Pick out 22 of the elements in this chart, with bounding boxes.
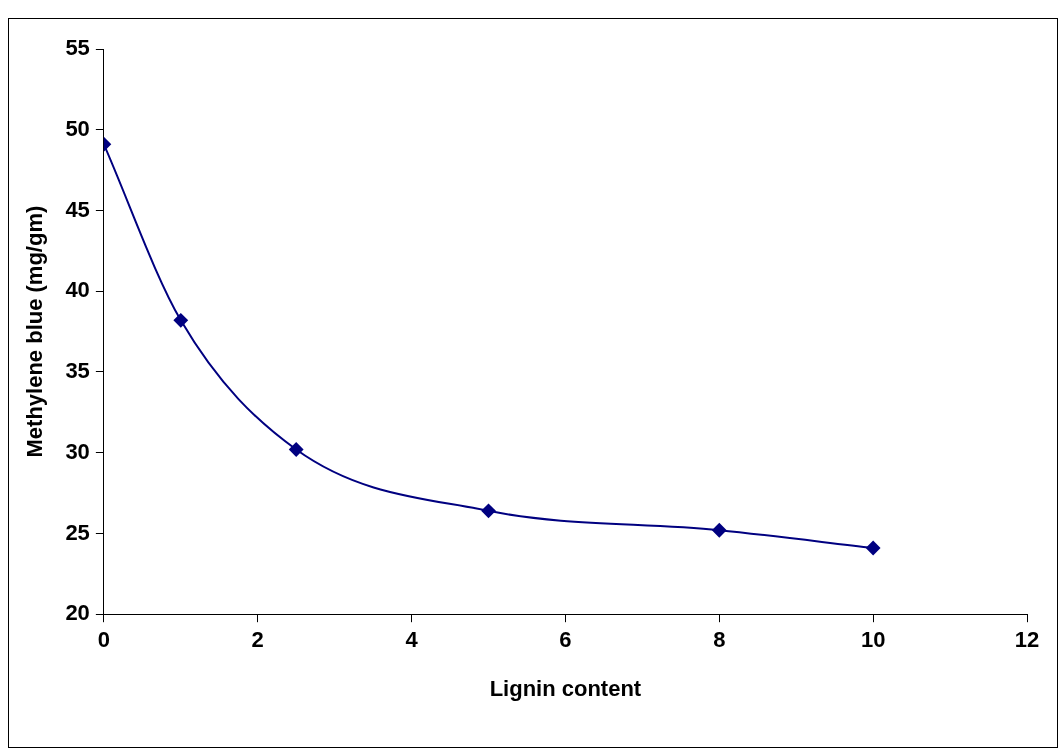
y-tick-label: 20: [65, 600, 90, 626]
point: [289, 442, 304, 457]
point: [481, 503, 496, 518]
x-tick-label: 2: [251, 627, 264, 653]
x-tick-label: 4: [405, 627, 419, 653]
x-tick-label: 0: [97, 627, 110, 653]
x-tick-label: 12: [1014, 627, 1040, 653]
y-tick-label: 25: [65, 519, 90, 545]
y-axis-title: Methylene blue (mg/gm): [22, 205, 48, 458]
x-tick-label: 10: [860, 627, 886, 653]
y-tick-label: 30: [65, 438, 90, 464]
y-tick-label: 55: [65, 35, 90, 61]
x-tick-label: 6: [559, 627, 572, 653]
y-tick-label: 40: [65, 277, 90, 303]
point: [866, 540, 881, 555]
x-tick-label: 8: [713, 627, 726, 653]
y-tick-label: 50: [65, 115, 90, 141]
point: [712, 523, 727, 538]
point: [173, 313, 188, 328]
x-axis-title: Lignin content: [489, 675, 642, 701]
y-tick-label: 35: [65, 358, 90, 384]
y-tick-label: 45: [65, 196, 90, 222]
